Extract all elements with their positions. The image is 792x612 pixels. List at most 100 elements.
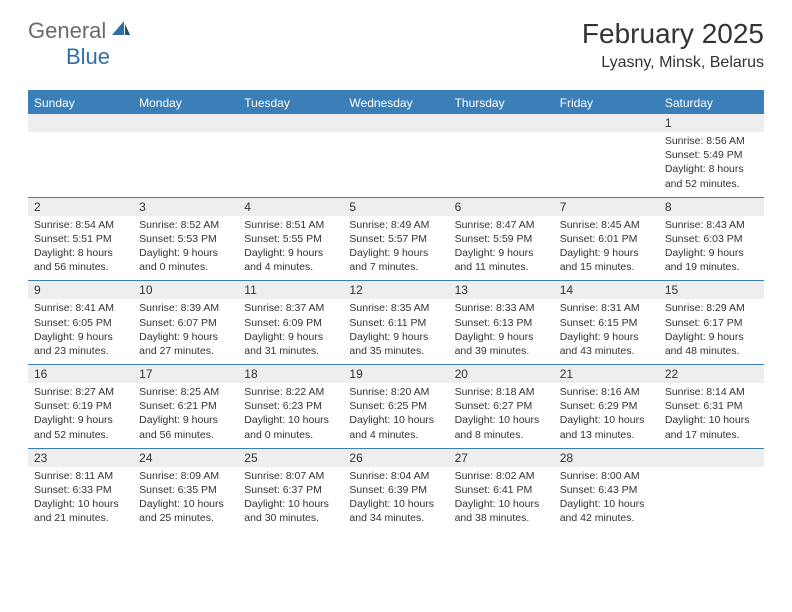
week-row: 232425262728Sunrise: 8:11 AM Sunset: 6:3…: [28, 448, 764, 532]
detail-band: Sunrise: 8:56 AM Sunset: 5:49 PM Dayligh…: [28, 132, 764, 197]
day-number: [28, 114, 133, 132]
day-detail: Sunrise: 8:11 AM Sunset: 6:33 PM Dayligh…: [28, 467, 133, 532]
detail-band: Sunrise: 8:27 AM Sunset: 6:19 PM Dayligh…: [28, 383, 764, 448]
day-detail: Sunrise: 8:41 AM Sunset: 6:05 PM Dayligh…: [28, 299, 133, 364]
day-number: 3: [133, 198, 238, 216]
detail-band: Sunrise: 8:41 AM Sunset: 6:05 PM Dayligh…: [28, 299, 764, 364]
dayhead-sat: Saturday: [659, 92, 764, 114]
dayhead-sun: Sunday: [28, 92, 133, 114]
day-detail: Sunrise: 8:14 AM Sunset: 6:31 PM Dayligh…: [659, 383, 764, 448]
dayhead-fri: Friday: [554, 92, 659, 114]
dayhead-mon: Monday: [133, 92, 238, 114]
day-number: [554, 114, 659, 132]
day-detail: Sunrise: 8:49 AM Sunset: 5:57 PM Dayligh…: [343, 216, 448, 281]
day-number: 18: [238, 365, 343, 383]
day-detail: Sunrise: 8:18 AM Sunset: 6:27 PM Dayligh…: [449, 383, 554, 448]
day-detail: Sunrise: 8:33 AM Sunset: 6:13 PM Dayligh…: [449, 299, 554, 364]
day-detail: Sunrise: 8:22 AM Sunset: 6:23 PM Dayligh…: [238, 383, 343, 448]
week-row: 2345678Sunrise: 8:54 AM Sunset: 5:51 PM …: [28, 197, 764, 281]
day-number: 25: [238, 449, 343, 467]
day-detail: Sunrise: 8:31 AM Sunset: 6:15 PM Dayligh…: [554, 299, 659, 364]
week-row: 1Sunrise: 8:56 AM Sunset: 5:49 PM Daylig…: [28, 114, 764, 197]
day-number: 5: [343, 198, 448, 216]
day-detail: Sunrise: 8:29 AM Sunset: 6:17 PM Dayligh…: [659, 299, 764, 364]
month-title: February 2025: [582, 18, 764, 50]
day-number: 8: [659, 198, 764, 216]
day-number: 20: [449, 365, 554, 383]
day-number: 12: [343, 281, 448, 299]
day-number: 19: [343, 365, 448, 383]
daynum-band: 232425262728: [28, 449, 764, 467]
dayhead-thu: Thursday: [449, 92, 554, 114]
day-detail: Sunrise: 8:20 AM Sunset: 6:25 PM Dayligh…: [343, 383, 448, 448]
day-number: 10: [133, 281, 238, 299]
logo-sail-icon: [110, 19, 132, 44]
day-number: [133, 114, 238, 132]
day-detail: Sunrise: 8:02 AM Sunset: 6:41 PM Dayligh…: [449, 467, 554, 532]
day-detail: [343, 132, 448, 197]
day-detail: Sunrise: 8:51 AM Sunset: 5:55 PM Dayligh…: [238, 216, 343, 281]
day-number: 22: [659, 365, 764, 383]
day-detail: [449, 132, 554, 197]
day-number: 1: [659, 114, 764, 132]
dayhead-tue: Tuesday: [238, 92, 343, 114]
day-number: 9: [28, 281, 133, 299]
calendar: Sunday Monday Tuesday Wednesday Thursday…: [28, 90, 764, 531]
header: General February 2025 Lyasny, Minsk, Bel…: [0, 0, 792, 82]
day-number: 17: [133, 365, 238, 383]
day-detail: Sunrise: 8:27 AM Sunset: 6:19 PM Dayligh…: [28, 383, 133, 448]
weeks-container: 1Sunrise: 8:56 AM Sunset: 5:49 PM Daylig…: [28, 114, 764, 531]
location: Lyasny, Minsk, Belarus: [582, 54, 764, 72]
dayhead-wed: Wednesday: [343, 92, 448, 114]
title-block: February 2025 Lyasny, Minsk, Belarus: [582, 18, 764, 72]
day-detail: Sunrise: 8:56 AM Sunset: 5:49 PM Dayligh…: [659, 132, 764, 197]
day-number: 26: [343, 449, 448, 467]
day-number: 27: [449, 449, 554, 467]
day-number: [659, 449, 764, 467]
day-number: 23: [28, 449, 133, 467]
detail-band: Sunrise: 8:54 AM Sunset: 5:51 PM Dayligh…: [28, 216, 764, 281]
logo-blue-row: Blue: [28, 44, 110, 70]
day-detail: Sunrise: 8:37 AM Sunset: 6:09 PM Dayligh…: [238, 299, 343, 364]
day-detail: Sunrise: 8:39 AM Sunset: 6:07 PM Dayligh…: [133, 299, 238, 364]
daynum-band: 9101112131415: [28, 281, 764, 299]
detail-band: Sunrise: 8:11 AM Sunset: 6:33 PM Dayligh…: [28, 467, 764, 532]
day-detail: Sunrise: 8:35 AM Sunset: 6:11 PM Dayligh…: [343, 299, 448, 364]
day-detail: Sunrise: 8:09 AM Sunset: 6:35 PM Dayligh…: [133, 467, 238, 532]
day-detail: Sunrise: 8:47 AM Sunset: 5:59 PM Dayligh…: [449, 216, 554, 281]
day-number: 11: [238, 281, 343, 299]
day-detail: Sunrise: 8:52 AM Sunset: 5:53 PM Dayligh…: [133, 216, 238, 281]
day-detail: Sunrise: 8:00 AM Sunset: 6:43 PM Dayligh…: [554, 467, 659, 532]
day-detail: Sunrise: 8:45 AM Sunset: 6:01 PM Dayligh…: [554, 216, 659, 281]
day-header-row: Sunday Monday Tuesday Wednesday Thursday…: [28, 92, 764, 114]
day-detail: Sunrise: 8:16 AM Sunset: 6:29 PM Dayligh…: [554, 383, 659, 448]
day-number: 13: [449, 281, 554, 299]
day-detail: [133, 132, 238, 197]
day-detail: [28, 132, 133, 197]
daynum-band: 2345678: [28, 198, 764, 216]
day-number: [238, 114, 343, 132]
logo: General: [28, 18, 134, 44]
day-number: 24: [133, 449, 238, 467]
day-detail: Sunrise: 8:07 AM Sunset: 6:37 PM Dayligh…: [238, 467, 343, 532]
logo-text-blue: Blue: [66, 44, 110, 69]
day-number: 2: [28, 198, 133, 216]
day-number: 4: [238, 198, 343, 216]
daynum-band: 16171819202122: [28, 365, 764, 383]
day-detail: Sunrise: 8:43 AM Sunset: 6:03 PM Dayligh…: [659, 216, 764, 281]
day-number: 16: [28, 365, 133, 383]
daynum-band: 1: [28, 114, 764, 132]
day-detail: Sunrise: 8:04 AM Sunset: 6:39 PM Dayligh…: [343, 467, 448, 532]
day-number: [449, 114, 554, 132]
day-number: 14: [554, 281, 659, 299]
day-number: 28: [554, 449, 659, 467]
logo-text-general: General: [28, 18, 106, 44]
week-row: 9101112131415Sunrise: 8:41 AM Sunset: 6:…: [28, 280, 764, 364]
day-number: 21: [554, 365, 659, 383]
day-number: [343, 114, 448, 132]
day-number: 15: [659, 281, 764, 299]
day-number: 7: [554, 198, 659, 216]
day-detail: [659, 467, 764, 532]
day-detail: [554, 132, 659, 197]
day-detail: Sunrise: 8:25 AM Sunset: 6:21 PM Dayligh…: [133, 383, 238, 448]
